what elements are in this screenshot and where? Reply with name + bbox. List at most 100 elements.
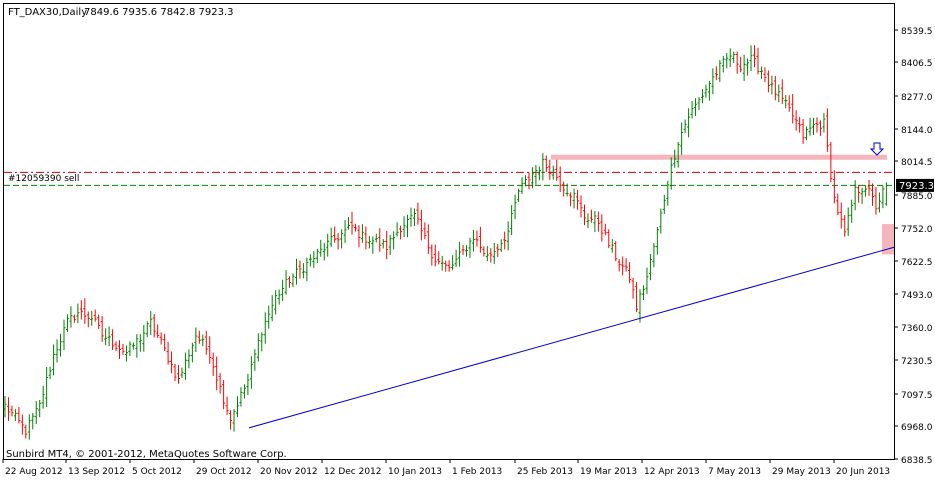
ohlc-bar — [447, 260, 451, 272]
ohlc-bar — [131, 342, 135, 350]
ohlc-bar — [843, 214, 847, 237]
ohlc-bar — [180, 367, 184, 379]
ohlc-bar — [593, 210, 597, 233]
ohlc-bar — [114, 341, 118, 352]
ohlc-bar — [336, 233, 340, 250]
ohlc-bar — [395, 222, 399, 237]
ohlc-bar — [759, 66, 763, 79]
ohlc-bar — [465, 245, 469, 257]
ohlc-bar — [93, 309, 97, 322]
ohlc-bar — [170, 351, 174, 374]
ohlc-bar — [735, 51, 739, 74]
ohlc-bar — [871, 183, 874, 206]
ohlc-bar — [471, 229, 475, 252]
ohlc-bar — [156, 324, 160, 338]
ohlc-bar — [610, 239, 614, 253]
ohlc-bar — [357, 225, 361, 248]
ohlc-bar — [562, 181, 566, 197]
ohlc-bar — [229, 410, 233, 430]
ohlc-bar — [864, 185, 868, 197]
ohlc-bar — [506, 221, 510, 251]
ohlc-bar — [697, 97, 701, 111]
ohlc-bar — [406, 214, 410, 238]
ohlc-bar — [565, 183, 569, 197]
ohlc-bar — [690, 100, 694, 119]
time-axis: 22 Aug 2012 13 Sep 2012 5 Oct 2012 29 Oct 2… — [2, 459, 890, 477]
date-tick-label: 12 Apr 2013 — [644, 467, 700, 477]
ohlc-bar — [197, 330, 201, 344]
ohlc-bar — [659, 208, 663, 234]
price-tick-label: 7230.5 — [901, 357, 933, 367]
price-bars-layer — [3, 45, 888, 440]
support-trendline[interactable] — [248, 246, 895, 429]
ohlc-bar — [492, 242, 496, 264]
ohlc-bar — [614, 241, 618, 262]
ohlc-bar — [694, 98, 698, 116]
ohlc-bar — [308, 254, 312, 267]
ohlc-bar — [17, 407, 21, 424]
ohlc-bar — [638, 289, 642, 323]
ohlc-bar — [13, 408, 17, 422]
ohlc-bar — [711, 68, 715, 95]
ohlc-bar — [700, 89, 704, 104]
ohlc-bar — [10, 405, 14, 417]
ohlc-bar — [263, 312, 267, 344]
ohlc-bar — [340, 229, 344, 249]
plot-frame — [3, 3, 895, 460]
ohlc-bar — [72, 314, 76, 323]
trendline-layer[interactable] — [248, 246, 895, 429]
ohlc-bar — [628, 262, 632, 284]
ohlc-bar — [343, 220, 347, 243]
price-tick-label: 6968.0 — [901, 423, 933, 433]
ohlc-bar — [707, 80, 711, 101]
ohlc-bar — [621, 256, 625, 276]
ohlc-bar — [687, 108, 691, 138]
ohlc-bar — [635, 282, 639, 313]
price-tick-label: 7360.0 — [901, 324, 933, 334]
price-tick-label: 7752.0 — [901, 225, 933, 235]
ohlc-bar — [215, 356, 219, 391]
ohlc-bar — [544, 155, 548, 173]
ohlc-bar — [829, 141, 833, 183]
ohlc-bar — [284, 270, 288, 295]
ohlc-readout: 7849.6 7935.6 7842.8 7923.3 — [84, 7, 234, 18]
ohlc-bar — [256, 333, 260, 362]
ohlc-bar — [496, 243, 500, 257]
date-tick-label: 29 Oct 2012 — [196, 467, 252, 477]
date-tick-label: 20 Nov 2012 — [260, 467, 318, 477]
ohlc-bar — [846, 207, 850, 236]
date-tick-label: 19 Mar 2013 — [580, 467, 637, 477]
ohlc-bar — [655, 227, 659, 255]
ohlc-bar — [59, 333, 63, 357]
ohlc-bar — [551, 165, 555, 180]
ohlc-bar — [388, 234, 392, 255]
ohlc-bar — [364, 226, 368, 250]
ohlc-bar — [683, 119, 687, 134]
ohlc-bar — [288, 276, 292, 288]
ohlc-bar — [124, 345, 128, 362]
ohlc-bar — [572, 188, 576, 209]
ohlc-bar — [277, 289, 281, 305]
symbol-timeframe-label: FT_DAX30,Daily — [8, 7, 87, 18]
ohlc-bar — [409, 207, 413, 227]
ohlc-bar — [190, 342, 194, 363]
ohlc-bar — [173, 363, 177, 382]
ohlc-bar — [360, 224, 364, 243]
ohlc-bar — [499, 239, 503, 252]
ohlc-bar — [850, 199, 854, 223]
ohlc-bar — [794, 110, 798, 131]
ohlc-bar — [138, 334, 142, 352]
ohlc-bar — [798, 116, 802, 133]
ohlc-bar — [517, 188, 521, 203]
ohlc-bar — [426, 224, 430, 254]
ohlc-bar — [329, 227, 333, 248]
ohlc-bar — [55, 339, 59, 363]
ohlc-bar — [624, 258, 628, 272]
ohlc-bar — [423, 222, 427, 240]
down-arrow-icon — [869, 142, 885, 156]
ohlc-bar — [62, 319, 66, 350]
ohlc-bar — [548, 159, 552, 180]
ohlc-bar — [520, 177, 524, 194]
